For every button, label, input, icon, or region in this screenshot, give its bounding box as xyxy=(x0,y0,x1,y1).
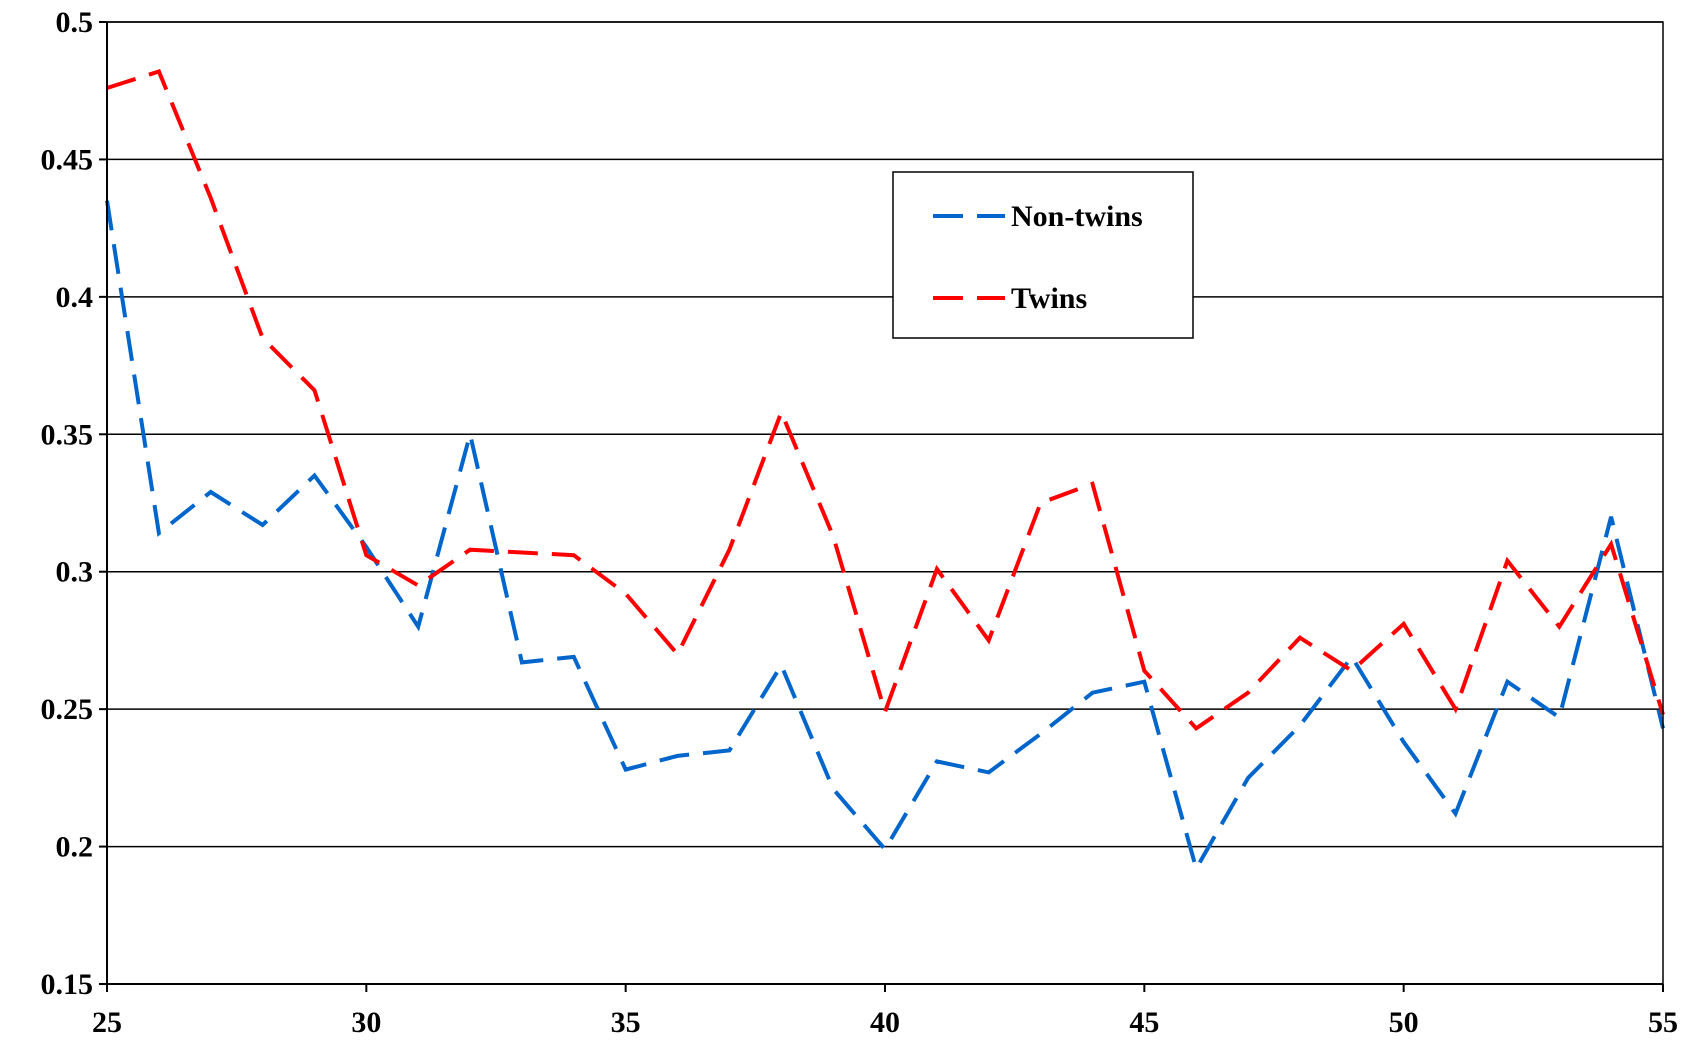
plot-area-border xyxy=(106,21,1664,985)
y-tick-label: 0.4 xyxy=(56,281,94,314)
grid-lines xyxy=(107,21,1663,848)
series-line-twins xyxy=(106,69,1665,732)
y-tick-label: 0.15 xyxy=(41,968,94,1001)
x-axis-tick-labels: 25 30 35 40 45 50 55 xyxy=(92,1006,1678,1039)
y-tick-label: 0.45 xyxy=(41,143,94,176)
legend: Non-twins Twins xyxy=(892,171,1194,339)
y-tick-label: 0.2 xyxy=(56,831,94,864)
y-tick-label: 0.25 xyxy=(41,693,94,726)
legend-label: Twins xyxy=(1011,282,1087,315)
x-tick-label: 55 xyxy=(1648,1006,1678,1039)
legend-box xyxy=(892,171,1194,339)
x-tick-label: 30 xyxy=(351,1006,381,1039)
axes xyxy=(99,21,1664,992)
x-tick-label: 35 xyxy=(611,1006,641,1039)
x-tick-label: 45 xyxy=(1129,1006,1159,1039)
y-tick-label: 0.5 xyxy=(56,6,94,39)
x-tick-label: 40 xyxy=(870,1006,900,1039)
y-axis-tick-labels: 0.15 0.2 0.25 0.3 0.35 0.4 0.45 0.5 xyxy=(41,6,94,1001)
y-tick-label: 0.35 xyxy=(41,418,94,451)
series-line-non-twins xyxy=(105,200,1665,874)
x-tick-label: 25 xyxy=(92,1006,122,1039)
series-lines xyxy=(105,69,1665,874)
x-tick-label: 50 xyxy=(1389,1006,1419,1039)
y-tick-label: 0.3 xyxy=(56,556,94,589)
legend-label: Non-twins xyxy=(1011,200,1143,233)
